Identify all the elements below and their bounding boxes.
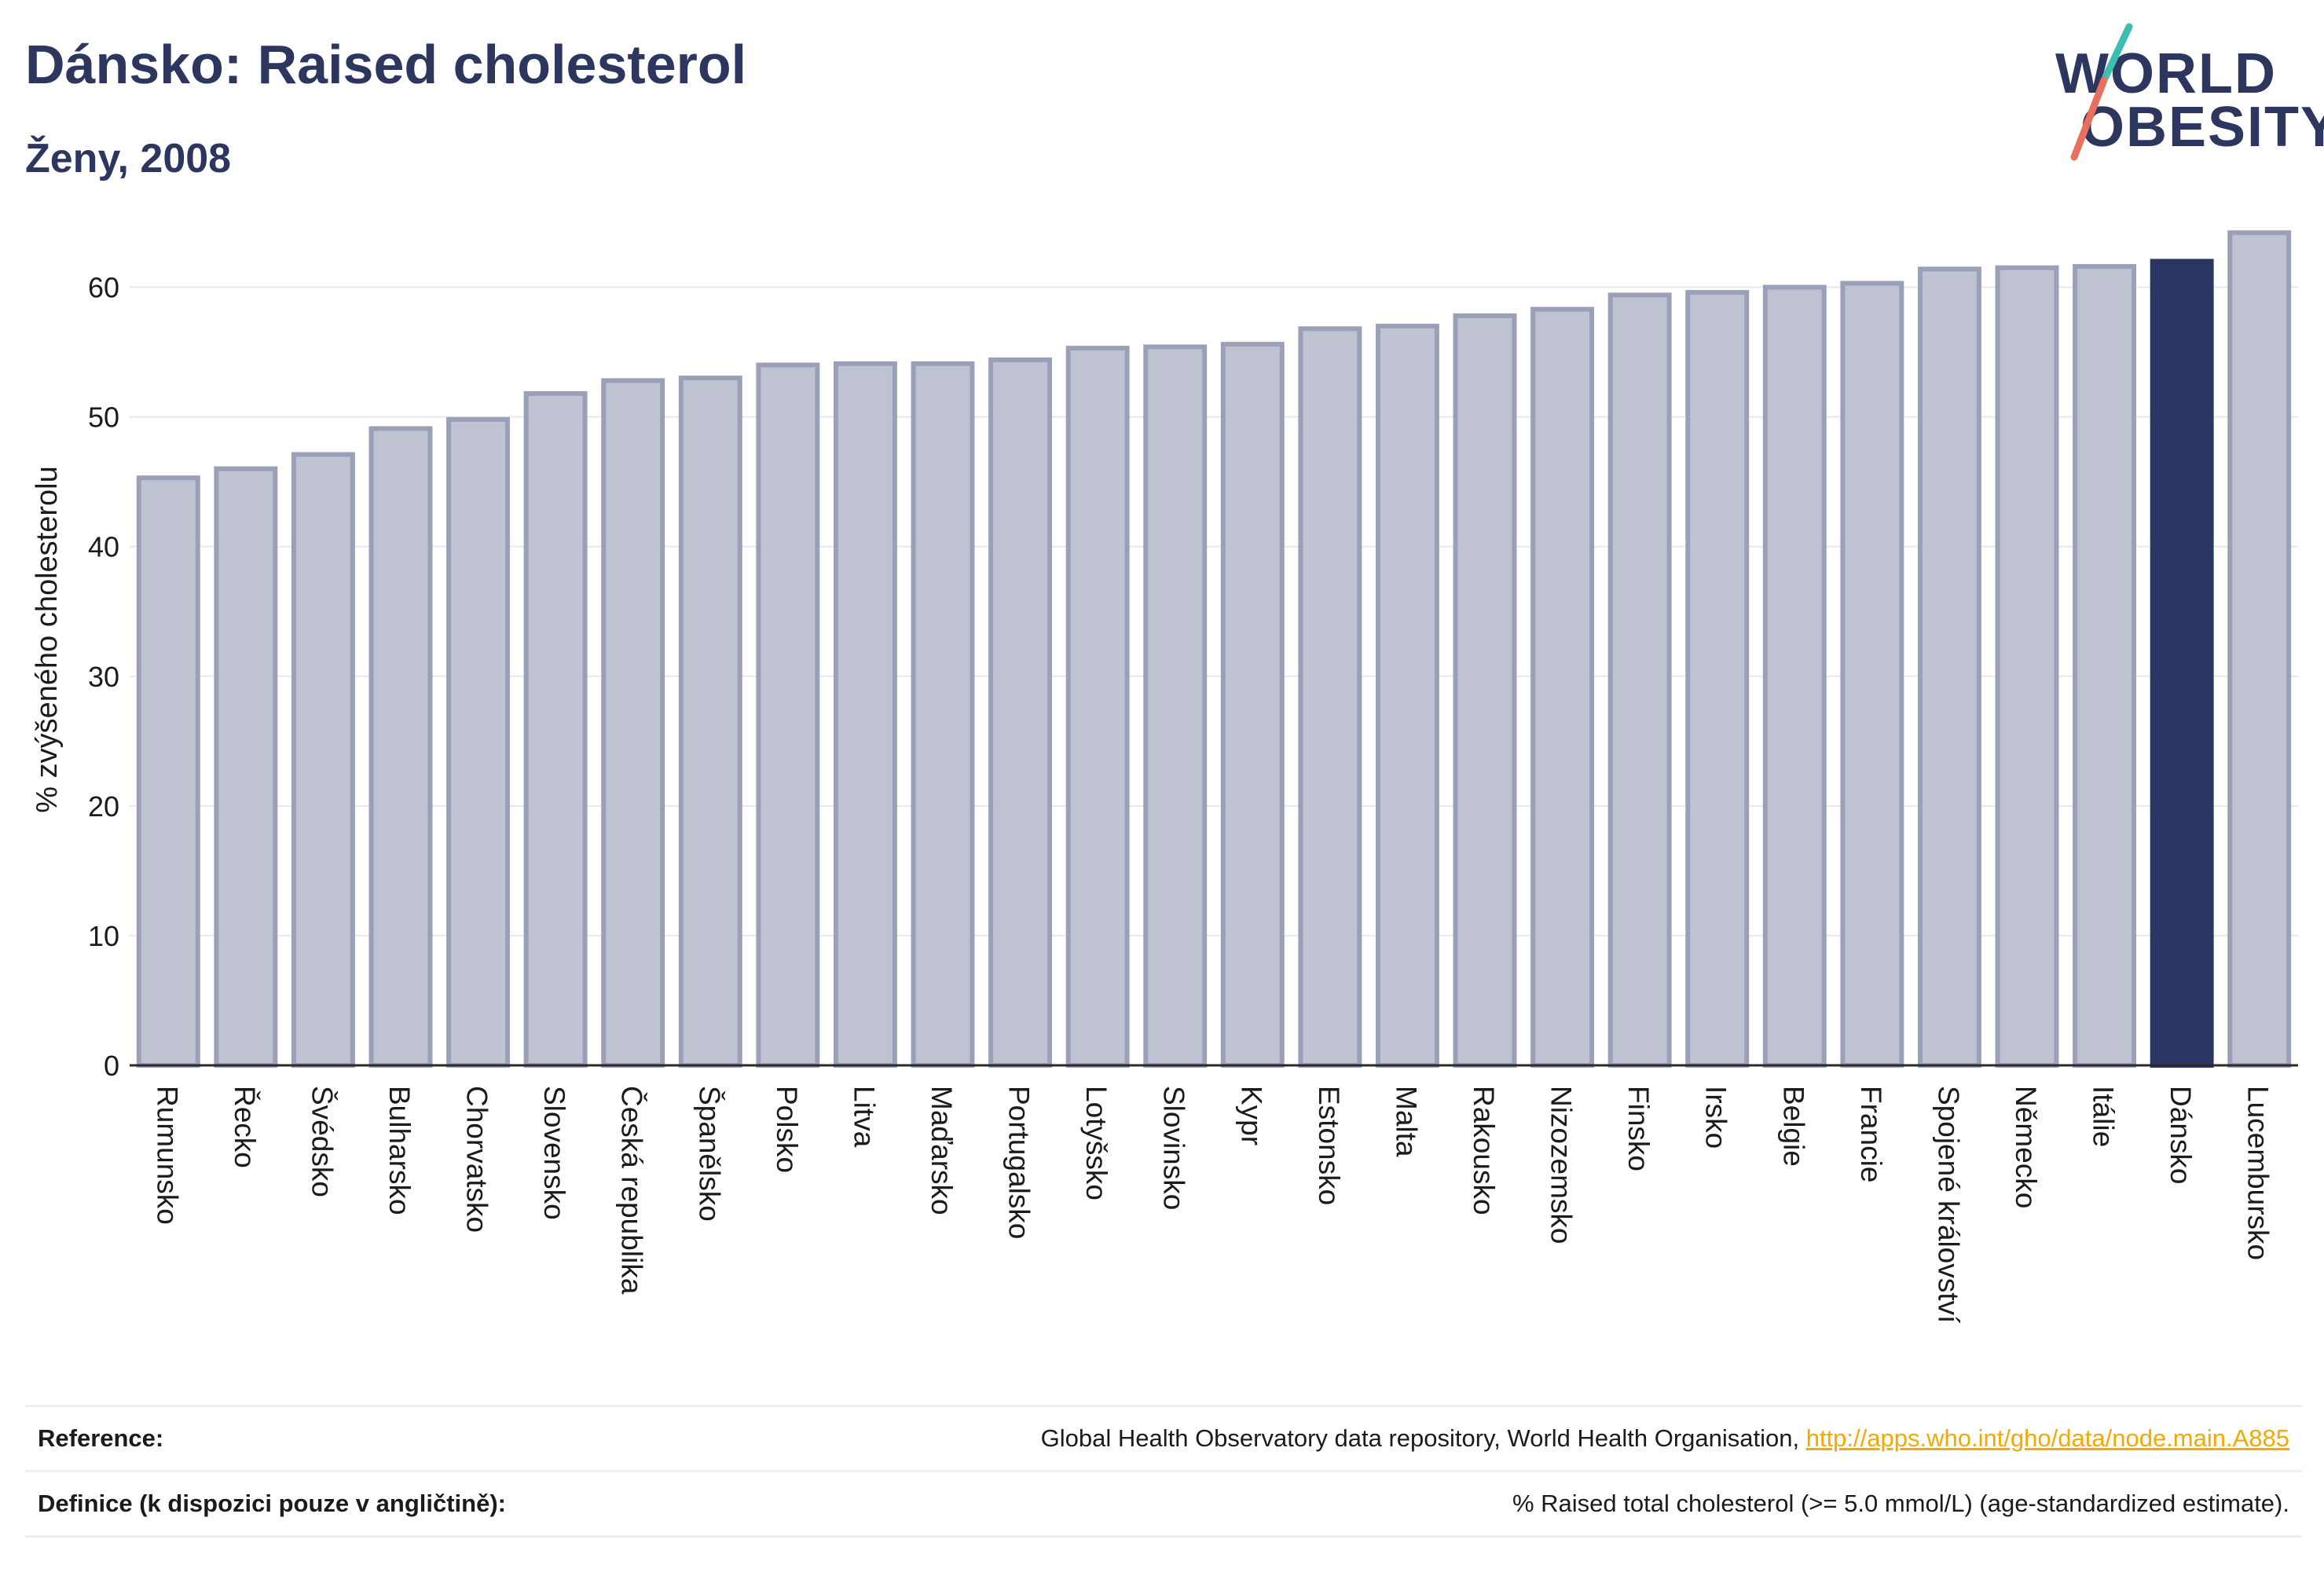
bar (833, 361, 897, 1068)
bar (1917, 266, 1981, 1068)
y-axis-label: % zvýšeného cholesterolu (31, 466, 64, 812)
x-tick-label: Německo (2010, 1086, 2042, 1208)
bar (2227, 230, 2292, 1068)
x-tick-label: Lucembursko (2242, 1086, 2275, 1260)
x-tick-label: Španělsko (693, 1086, 725, 1222)
x-tick-label: Finsko (1622, 1086, 1655, 1171)
x-tick-labels: Rumunsko Řecko Švédsko Bulharsko Chorvatsko S… (151, 1086, 2274, 1324)
x-tick-label: Nizozemsko (1545, 1086, 1578, 1244)
x-tick-label: Spojené království (1932, 1086, 1964, 1324)
bar (678, 376, 742, 1068)
definition-row: Definice (k dispozici pouze v angličtině… (25, 1470, 2302, 1538)
x-tick-label: Itálie (2088, 1086, 2120, 1147)
bar (2073, 264, 2137, 1068)
x-tick-label: Francie (1855, 1086, 1887, 1182)
bar (214, 466, 278, 1068)
bar (1220, 342, 1285, 1068)
x-tick-label: Česká republika (616, 1086, 648, 1295)
bar (1143, 344, 1208, 1068)
x-tick-label: Belgie (1777, 1086, 1809, 1167)
x-tick-label: Estonsko (1313, 1086, 1345, 1205)
bar (911, 361, 975, 1068)
definition-value: % Raised total cholesterol (>= 5.0 mmol/… (1512, 1490, 2289, 1517)
bar (1298, 326, 1362, 1068)
bar (1995, 265, 2059, 1068)
x-tick-label: Litva (848, 1086, 880, 1148)
y-tick-labels: 0 10 20 30 40 50 60 (88, 272, 119, 1082)
x-tick-label: Slovensko (538, 1086, 570, 1220)
reference-label: Reference: (38, 1424, 164, 1452)
x-tick-label: Slovinsko (1158, 1086, 1190, 1210)
bar (368, 426, 433, 1068)
logo-line-2: OBESITY (2080, 96, 2324, 159)
logo-slash-icon (2070, 23, 2133, 161)
x-tick-label: Chorvatsko (461, 1086, 493, 1233)
bar (291, 452, 355, 1068)
page-subtitle: Ženy, 2008 (25, 136, 232, 181)
bar (1530, 306, 1595, 1068)
bar (988, 357, 1053, 1068)
y-tick-label: 30 (88, 661, 119, 693)
y-tick-label: 40 (88, 531, 119, 563)
bar (1065, 346, 1130, 1068)
bar-chart: 0 10 20 30 40 50 60 Rumunsko Řecko Švédsko Bulhar… (31, 230, 2298, 1324)
y-tick-label: 20 (88, 790, 119, 823)
bar (523, 390, 588, 1068)
bar (1685, 290, 1750, 1068)
bar (601, 378, 665, 1068)
x-tick-label: Irsko (1700, 1086, 1732, 1149)
bar (756, 362, 820, 1068)
x-tick-label: Lotyšsko (1080, 1086, 1113, 1200)
x-tick-label: Dánsko (2165, 1086, 2197, 1184)
bar (136, 475, 200, 1068)
bar (1762, 284, 1827, 1068)
x-tick-label: Polsko (771, 1086, 803, 1173)
page-title: Dánsko: Raised cholesterol (25, 34, 747, 95)
x-tick-label: Rakousko (1468, 1086, 1500, 1215)
reference-text: Global Health Observatory data repositor… (1040, 1424, 1806, 1452)
highlight-bar (2150, 258, 2214, 1068)
y-tick-label: 10 (88, 920, 119, 952)
definition-label: Definice (k dispozici pouze v angličtině… (38, 1490, 506, 1517)
x-tick-label: Bulharsko (383, 1086, 416, 1215)
bar (1607, 292, 1672, 1068)
x-tick-label: Švédsko (306, 1086, 338, 1197)
x-tick-label: Rumunsko (151, 1086, 183, 1225)
bar (1453, 313, 1517, 1068)
x-tick-label: Portugalsko (1003, 1086, 1036, 1239)
bars (136, 230, 2292, 1068)
logo-line-1: WORLD (2055, 42, 2277, 105)
x-tick-label: Kypr (1235, 1086, 1267, 1145)
y-tick-label: 50 (88, 401, 119, 434)
x-tick-label: Malta (1390, 1086, 1422, 1157)
y-tick-label: 60 (88, 272, 119, 304)
bar (1375, 324, 1439, 1068)
x-tick-label: Maďarsko (926, 1086, 958, 1215)
world-obesity-logo: WORLD OBESITY (2051, 22, 2324, 171)
reference-value: Global Health Observatory data repositor… (1041, 1424, 2289, 1453)
bar (446, 416, 511, 1068)
y-tick-label: 0 (104, 1050, 119, 1082)
reference-row: Reference: Global Health Observatory dat… (25, 1405, 2302, 1470)
x-tick-label: Řecko (229, 1086, 261, 1168)
reference-link[interactable]: http://apps.who.int/gho/data/node.main.A… (1805, 1424, 2289, 1452)
bar (1840, 280, 1904, 1068)
